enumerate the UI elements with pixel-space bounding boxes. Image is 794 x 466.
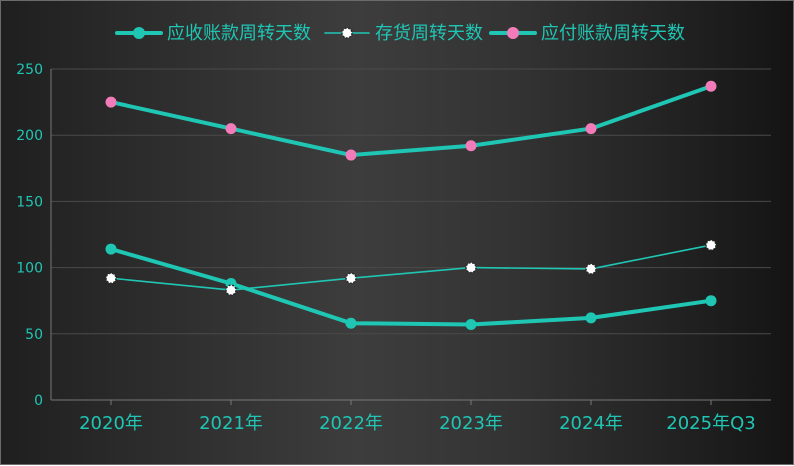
x-tick-label: 2021年 (199, 413, 263, 434)
data-point (225, 284, 237, 296)
y-tick-label: 100 (16, 261, 43, 277)
x-tick-label: 2020年 (79, 413, 143, 434)
series-1 (105, 243, 717, 331)
series-lines (105, 80, 717, 331)
series-3 (105, 80, 717, 161)
legend-label: 应收账款周转天数 (167, 23, 311, 44)
data-point (705, 80, 717, 92)
y-tick-label: 50 (25, 327, 43, 343)
x-tick-label: 2023年 (439, 413, 503, 434)
data-point (465, 319, 477, 331)
legend-item: 应付账款周转天数 (489, 23, 685, 44)
legend-label: 应付账款周转天数 (541, 23, 685, 44)
legend-item: 存货周转天数 (324, 23, 483, 44)
tick-labels: 0 50 100 150 200 250 2020年 2021年 2022年 2023年 2024年… (16, 62, 755, 434)
x-tick-label: 2022年 (319, 413, 383, 434)
data-point (705, 239, 717, 251)
data-point (345, 149, 357, 161)
data-point (585, 312, 597, 324)
data-point (465, 261, 477, 274)
legend-marker (507, 27, 519, 39)
legend-label: 存货周转天数 (375, 23, 483, 44)
y-tick-label: 250 (16, 62, 43, 78)
y-tick-label: 200 (16, 128, 43, 144)
y-tick-label: 150 (16, 194, 43, 210)
data-point (105, 96, 117, 108)
data-point (585, 123, 597, 135)
series-line (110, 244, 712, 291)
data-point (105, 272, 117, 284)
series-line (109, 84, 713, 158)
data-point (465, 140, 477, 152)
legend-marker (341, 27, 353, 39)
series-line (109, 247, 713, 327)
gridlines (51, 68, 771, 335)
legend-marker (133, 27, 145, 39)
data-point (105, 243, 117, 255)
y-tick-label: 0 (34, 393, 43, 409)
legend-items: 应收账款周转天数 存货周转天数 应付账款周转天数 (115, 23, 685, 44)
chart-legend: 应收账款周转天数 存货周转天数 应付账款周转天数 (115, 23, 685, 44)
data-point (345, 272, 357, 284)
x-tick-label: 2025年Q3 (666, 413, 755, 434)
data-point (705, 295, 717, 307)
data-point (225, 123, 237, 135)
data-point (345, 317, 357, 329)
series-2 (105, 239, 717, 296)
legend-item: 应收账款周转天数 (115, 23, 311, 44)
axes (50, 69, 771, 405)
x-tick-label: 2024年 (559, 413, 623, 434)
data-point (585, 263, 597, 275)
